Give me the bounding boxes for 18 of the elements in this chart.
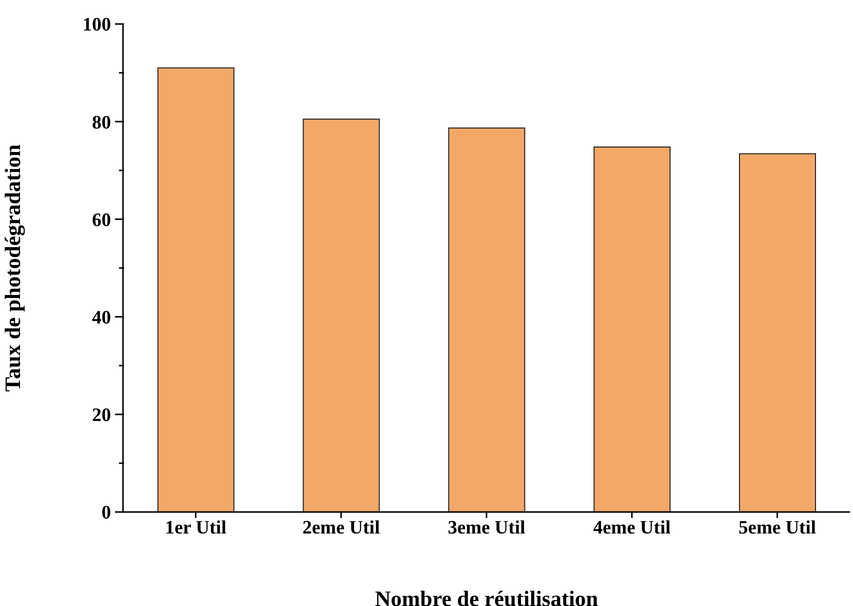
bar <box>302 118 380 512</box>
bar <box>594 146 671 512</box>
y-tick-label: 100 <box>82 14 111 36</box>
y-axis-title: Taux de photodégradation <box>0 144 25 392</box>
x-tick-label: 5eme Util <box>738 517 816 538</box>
bar <box>448 127 526 512</box>
bar <box>157 67 234 512</box>
x-tick-label: 4eme Util <box>593 517 671 538</box>
y-tick-label: 80 <box>92 112 111 134</box>
y-tick-label: 0 <box>102 502 111 524</box>
y-tick-label: 20 <box>92 405 111 426</box>
x-tick-label: 3eme Util <box>448 517 526 538</box>
x-tick-label: 2eme Util <box>302 517 380 538</box>
y-tick-label: 40 <box>92 307 111 328</box>
x-tick-label: 1er Util <box>165 517 226 538</box>
bar <box>738 153 816 512</box>
x-axis-title: Nombre de réutilisation <box>374 586 598 606</box>
y-tick-label: 60 <box>92 210 111 231</box>
